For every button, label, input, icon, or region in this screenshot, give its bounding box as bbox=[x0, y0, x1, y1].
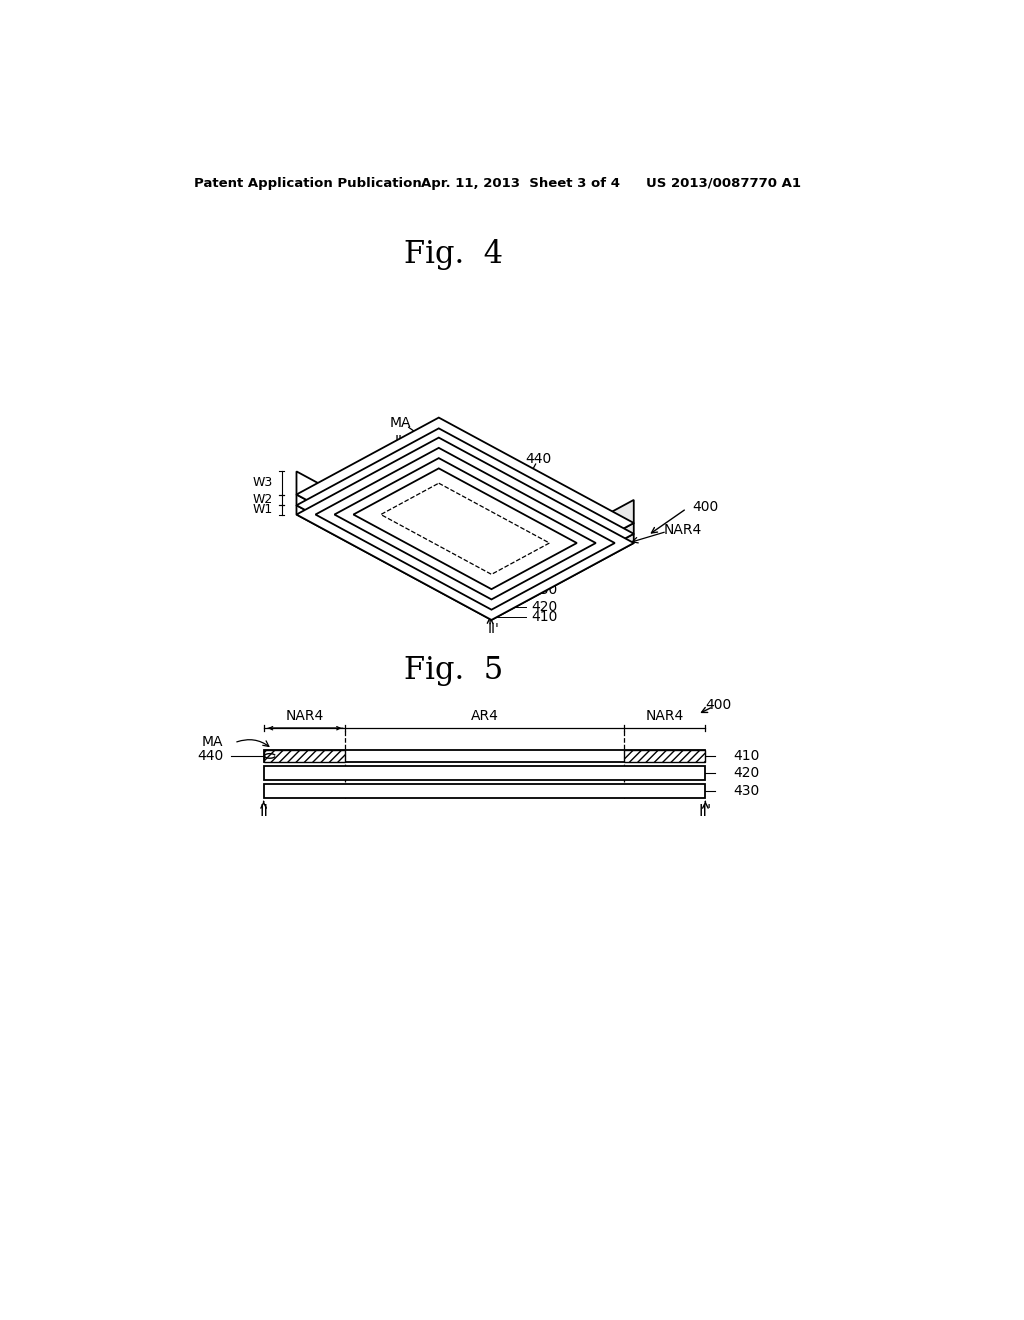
Text: II: II bbox=[259, 804, 268, 818]
Text: W2: W2 bbox=[253, 494, 273, 507]
Text: Fig.  5: Fig. 5 bbox=[403, 655, 503, 686]
Bar bbox=[263, 750, 706, 762]
Polygon shape bbox=[315, 447, 614, 610]
Text: AR4: AR4 bbox=[471, 709, 499, 723]
Text: II': II' bbox=[698, 804, 712, 818]
Polygon shape bbox=[297, 438, 634, 620]
Text: NAR4: NAR4 bbox=[664, 523, 701, 537]
Text: 430: 430 bbox=[531, 583, 557, 597]
Text: 400: 400 bbox=[706, 698, 731, 711]
Text: 410: 410 bbox=[531, 610, 558, 624]
Polygon shape bbox=[297, 417, 634, 599]
Text: 420: 420 bbox=[531, 599, 557, 614]
Text: W1: W1 bbox=[253, 503, 273, 516]
Polygon shape bbox=[492, 500, 634, 599]
Text: NAR4: NAR4 bbox=[645, 709, 684, 723]
Text: II': II' bbox=[488, 622, 500, 636]
Polygon shape bbox=[297, 429, 634, 611]
Text: 430: 430 bbox=[733, 784, 760, 797]
Text: MA: MA bbox=[389, 416, 411, 430]
Text: NAR4: NAR4 bbox=[286, 709, 324, 723]
Text: 410: 410 bbox=[733, 748, 760, 763]
Text: Fig.  4: Fig. 4 bbox=[404, 239, 503, 271]
Text: W3: W3 bbox=[253, 477, 273, 490]
Text: AR4: AR4 bbox=[512, 488, 541, 503]
Text: 400: 400 bbox=[692, 500, 718, 513]
Text: US 2013/0087770 A1: US 2013/0087770 A1 bbox=[646, 177, 801, 190]
Text: Apr. 11, 2013  Sheet 3 of 4: Apr. 11, 2013 Sheet 3 of 4 bbox=[421, 177, 620, 190]
Polygon shape bbox=[297, 471, 492, 599]
Text: Patent Application Publication: Patent Application Publication bbox=[194, 177, 422, 190]
Text: II: II bbox=[395, 434, 402, 449]
Bar bbox=[263, 750, 345, 762]
Text: 440: 440 bbox=[197, 748, 223, 763]
Bar bbox=[263, 784, 706, 797]
Polygon shape bbox=[492, 533, 634, 620]
Polygon shape bbox=[297, 495, 492, 611]
Text: 440: 440 bbox=[525, 451, 552, 466]
Text: 420: 420 bbox=[733, 766, 760, 780]
Polygon shape bbox=[353, 469, 577, 589]
Bar bbox=[263, 766, 706, 780]
Bar bbox=[624, 750, 706, 762]
Polygon shape bbox=[297, 506, 492, 620]
Text: MA: MA bbox=[202, 735, 223, 748]
Polygon shape bbox=[335, 458, 596, 599]
Polygon shape bbox=[492, 523, 634, 611]
